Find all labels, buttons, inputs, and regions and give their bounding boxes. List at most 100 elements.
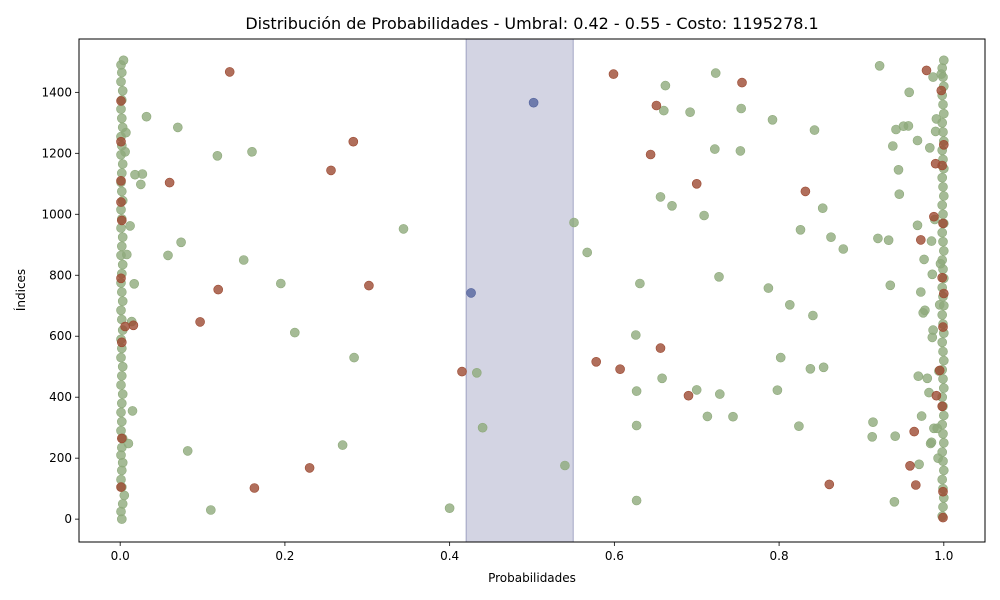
data-point-green bbox=[938, 456, 948, 467]
points-layer bbox=[116, 55, 949, 524]
y-tick-label: 800 bbox=[49, 268, 72, 282]
data-point-green bbox=[630, 330, 641, 340]
y-tick-label: 600 bbox=[49, 329, 72, 343]
data-point-red bbox=[936, 85, 947, 96]
data-point-green bbox=[912, 220, 923, 231]
data-point-green bbox=[289, 327, 300, 338]
data-point-green bbox=[122, 249, 132, 260]
data-point-green bbox=[938, 127, 948, 137]
data-point-red bbox=[937, 272, 948, 283]
data-point-green bbox=[919, 254, 929, 265]
data-point-green bbox=[117, 241, 127, 252]
data-point-green bbox=[569, 217, 579, 228]
data-point-red bbox=[938, 218, 948, 229]
data-point-green bbox=[938, 55, 949, 66]
data-point-green bbox=[117, 259, 128, 270]
data-point-red bbox=[615, 364, 625, 375]
data-point-green bbox=[714, 389, 725, 399]
data-point-red bbox=[691, 179, 702, 189]
data-point-green bbox=[117, 371, 127, 381]
data-point-green bbox=[938, 410, 949, 421]
data-point-red bbox=[915, 235, 926, 245]
data-point-red bbox=[737, 77, 747, 88]
data-point-green bbox=[937, 63, 948, 73]
data-point-green bbox=[728, 411, 738, 422]
data-point-green bbox=[123, 438, 134, 449]
data-point-green bbox=[658, 105, 669, 116]
data-point-green bbox=[444, 503, 455, 514]
data-point-green bbox=[631, 495, 642, 506]
data-point-green bbox=[136, 179, 146, 190]
data-point-green bbox=[116, 104, 126, 114]
data-point-green bbox=[914, 459, 924, 470]
data-point-green bbox=[582, 247, 593, 258]
data-point-green bbox=[116, 352, 126, 363]
data-point-green bbox=[691, 385, 702, 395]
x-tick-label: 1.0 bbox=[934, 549, 953, 563]
data-point-green bbox=[238, 255, 249, 265]
data-point-green bbox=[868, 417, 878, 428]
data-point-green bbox=[117, 499, 128, 509]
data-point-green bbox=[631, 386, 642, 396]
data-point-green bbox=[631, 420, 642, 431]
data-point-red bbox=[645, 149, 656, 160]
data-point-red bbox=[905, 460, 915, 471]
data-point-green bbox=[775, 352, 786, 363]
data-point-green bbox=[937, 310, 948, 320]
data-point-green bbox=[808, 310, 818, 321]
data-point-red bbox=[683, 390, 694, 401]
data-point-green bbox=[176, 237, 186, 248]
data-point-green bbox=[127, 406, 138, 416]
data-point-green bbox=[938, 236, 948, 247]
data-point-green bbox=[938, 300, 949, 311]
data-point-green bbox=[119, 490, 130, 501]
data-point-green bbox=[794, 421, 804, 432]
data-point-red bbox=[824, 479, 835, 490]
data-point-green bbox=[173, 122, 183, 133]
data-point-green bbox=[938, 374, 948, 384]
data-point-green bbox=[883, 235, 894, 245]
data-point-green bbox=[117, 232, 128, 242]
data-point-red bbox=[164, 177, 175, 188]
data-point-green bbox=[928, 72, 938, 82]
data-point-green bbox=[890, 431, 901, 442]
data-point-green bbox=[937, 118, 948, 128]
data-point-green bbox=[938, 355, 949, 366]
data-point-red bbox=[213, 284, 223, 295]
data-point-green bbox=[471, 367, 482, 378]
x-tick-label: 0.4 bbox=[440, 549, 459, 563]
data-point-green bbox=[937, 255, 948, 265]
data-point-green bbox=[736, 103, 747, 114]
data-point-green bbox=[938, 99, 948, 110]
data-point-green bbox=[938, 182, 948, 192]
data-point-green bbox=[685, 107, 695, 117]
data-point-green bbox=[767, 115, 778, 125]
data-point-red bbox=[249, 483, 260, 493]
data-point-red bbox=[938, 486, 948, 497]
data-point-blue bbox=[528, 97, 539, 108]
data-point-green bbox=[117, 186, 127, 197]
data-point-red bbox=[120, 321, 130, 332]
data-point-green bbox=[212, 151, 223, 161]
data-point-green bbox=[206, 505, 216, 515]
data-point-red bbox=[348, 136, 359, 147]
data-point-green bbox=[937, 419, 948, 430]
data-point-red bbox=[116, 136, 126, 147]
data-point-green bbox=[937, 172, 948, 183]
data-point-green bbox=[275, 278, 286, 289]
data-point-green bbox=[926, 437, 937, 448]
data-point-green bbox=[120, 147, 130, 157]
data-point-green bbox=[667, 201, 677, 211]
data-point-red bbox=[800, 186, 811, 197]
data-point-red bbox=[937, 401, 948, 412]
data-point-green bbox=[867, 431, 878, 442]
x-axis-label: Probabilidades bbox=[488, 571, 576, 585]
data-point-green bbox=[655, 192, 666, 202]
data-point-green bbox=[660, 80, 671, 91]
data-point-green bbox=[817, 203, 828, 213]
data-point-red bbox=[128, 320, 139, 331]
data-point-green bbox=[163, 250, 173, 261]
x-tick-label: 0.2 bbox=[275, 549, 294, 563]
data-point-green bbox=[873, 233, 883, 244]
data-point-green bbox=[657, 373, 667, 384]
